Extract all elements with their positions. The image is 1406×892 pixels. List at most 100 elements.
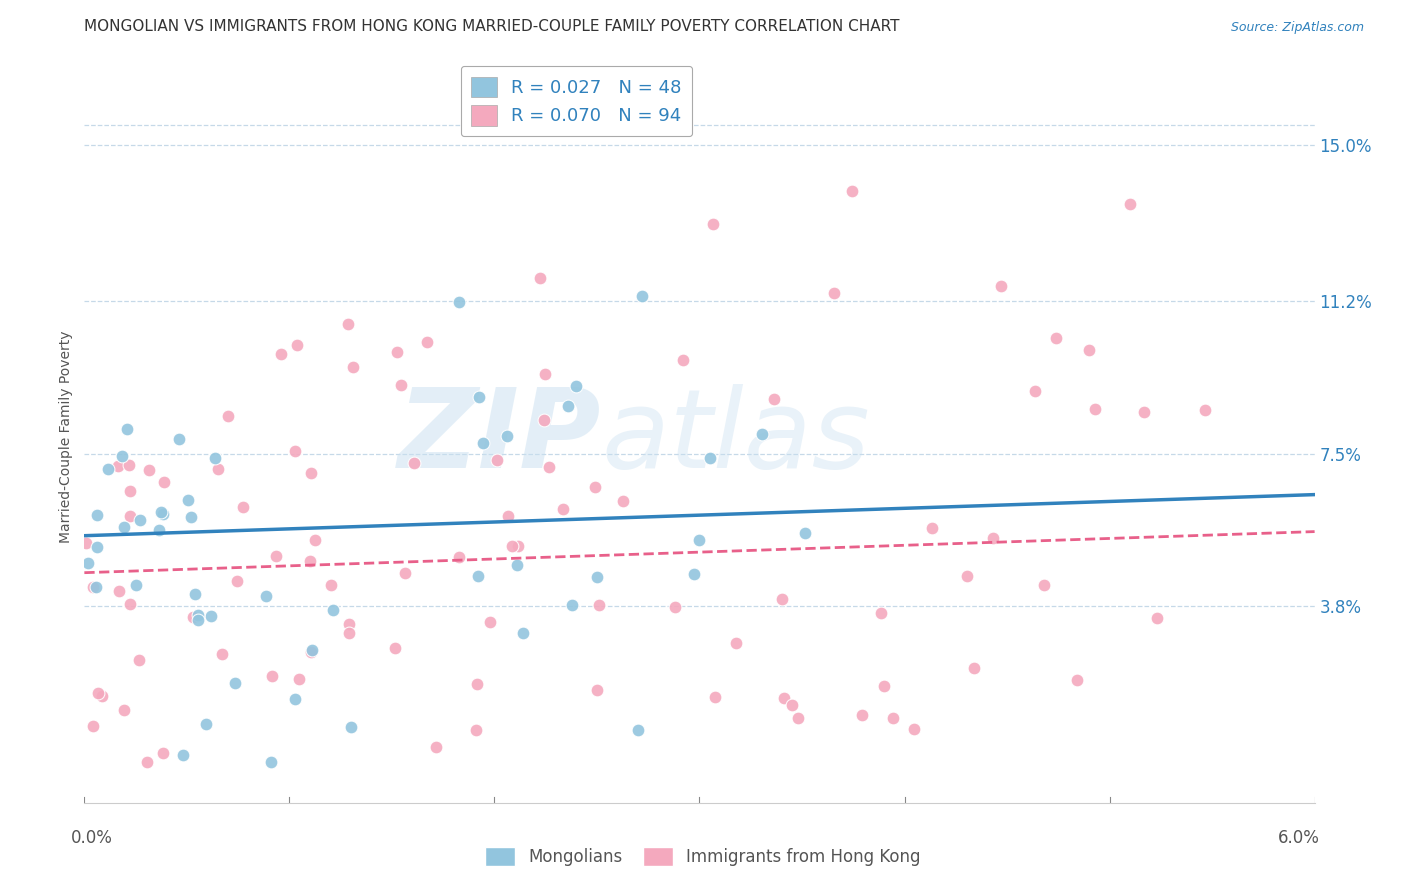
Point xyxy=(1118,196,1140,211)
Text: 6.0%: 6.0% xyxy=(1278,829,1320,847)
Point xyxy=(172,747,194,762)
Point xyxy=(284,691,307,706)
Point xyxy=(782,698,804,713)
Point xyxy=(873,679,896,693)
Point xyxy=(319,578,342,592)
Point xyxy=(506,558,529,573)
Point xyxy=(337,617,360,632)
Point xyxy=(254,590,277,604)
Point xyxy=(702,217,724,231)
Point xyxy=(337,317,360,331)
Point xyxy=(479,615,502,629)
Point xyxy=(955,569,977,583)
Point xyxy=(762,392,785,407)
Point xyxy=(773,690,796,705)
Point xyxy=(557,399,579,413)
Point xyxy=(342,360,364,375)
Text: atlas: atlas xyxy=(602,384,870,491)
Point xyxy=(260,669,283,683)
Point xyxy=(389,378,412,392)
Point xyxy=(117,422,139,436)
Point xyxy=(983,531,1005,545)
Point xyxy=(465,677,488,691)
Point xyxy=(270,347,292,361)
Legend: Mongolians, Immigrants from Hong Kong: Mongolians, Immigrants from Hong Kong xyxy=(478,840,928,873)
Point xyxy=(1045,331,1067,345)
Point xyxy=(512,625,534,640)
Point xyxy=(664,599,686,614)
Legend: R = 0.027   N = 48, R = 0.070   N = 94: R = 0.027 N = 48, R = 0.070 N = 94 xyxy=(461,66,692,136)
Point xyxy=(903,722,925,736)
Point xyxy=(534,367,557,381)
Point xyxy=(870,606,893,620)
Point xyxy=(467,390,489,404)
Point xyxy=(322,602,344,616)
Point xyxy=(285,338,308,352)
Point xyxy=(1066,673,1088,687)
Point xyxy=(467,569,489,583)
Point xyxy=(288,672,311,686)
Point xyxy=(108,584,131,599)
Point xyxy=(84,581,107,595)
Point xyxy=(204,450,226,465)
Point xyxy=(340,720,363,734)
Point xyxy=(770,591,793,606)
Point xyxy=(990,278,1012,293)
Point xyxy=(630,289,652,303)
Point xyxy=(1024,384,1046,398)
Point xyxy=(180,510,202,524)
Point xyxy=(117,458,139,472)
Point xyxy=(416,335,439,350)
Point xyxy=(921,520,943,534)
Point xyxy=(153,475,176,489)
Point xyxy=(187,613,209,627)
Point xyxy=(152,507,174,521)
Point xyxy=(97,462,120,476)
Text: MONGOLIAN VS IMMIGRANTS FROM HONG KONG MARRIED-COUPLE FAMILY POVERTY CORRELATION: MONGOLIAN VS IMMIGRANTS FROM HONG KONG M… xyxy=(84,20,900,34)
Point xyxy=(787,711,810,725)
Point xyxy=(561,598,583,612)
Point xyxy=(751,427,773,442)
Point xyxy=(841,185,863,199)
Point xyxy=(184,587,207,601)
Point xyxy=(217,409,239,423)
Point xyxy=(337,625,360,640)
Point xyxy=(77,556,100,570)
Point xyxy=(1077,343,1099,358)
Point xyxy=(82,719,104,733)
Point xyxy=(699,450,721,465)
Point xyxy=(304,533,326,548)
Y-axis label: Married-Couple Family Poverty: Married-Couple Family Poverty xyxy=(59,331,73,543)
Point xyxy=(138,463,160,477)
Point xyxy=(551,502,574,516)
Point xyxy=(129,513,152,527)
Point xyxy=(627,723,650,737)
Point xyxy=(565,379,588,393)
Point xyxy=(120,509,142,524)
Point xyxy=(963,661,986,675)
Point xyxy=(224,676,246,690)
Point xyxy=(86,508,108,523)
Point xyxy=(86,540,108,554)
Point xyxy=(612,493,634,508)
Point xyxy=(112,519,135,533)
Point xyxy=(1033,577,1056,591)
Point xyxy=(128,653,150,667)
Text: Source: ZipAtlas.com: Source: ZipAtlas.com xyxy=(1230,21,1364,34)
Point xyxy=(299,645,322,659)
Point xyxy=(177,492,200,507)
Point xyxy=(501,539,523,553)
Point xyxy=(583,480,606,494)
Point xyxy=(682,566,704,581)
Text: ZIP: ZIP xyxy=(398,384,602,491)
Point xyxy=(111,450,134,464)
Point xyxy=(1083,402,1105,417)
Point xyxy=(87,686,110,700)
Point xyxy=(882,710,904,724)
Point xyxy=(394,566,416,581)
Point xyxy=(112,702,135,716)
Point xyxy=(586,682,609,697)
Point xyxy=(533,413,555,427)
Point xyxy=(301,643,323,657)
Point xyxy=(704,690,727,704)
